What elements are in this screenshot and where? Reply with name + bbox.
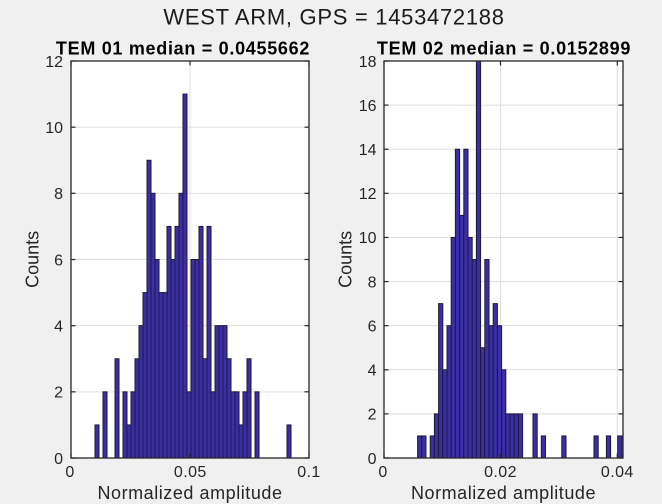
svg-text:Normalized amplitude: Normalized amplitude	[411, 483, 596, 503]
svg-text:0: 0	[368, 451, 377, 468]
svg-text:2: 2	[368, 407, 377, 424]
svg-text:0.05: 0.05	[174, 464, 207, 481]
svg-text:4: 4	[368, 363, 377, 380]
svg-text:14: 14	[359, 142, 377, 159]
svg-text:Counts: Counts	[23, 231, 43, 288]
svg-text:12: 12	[45, 54, 63, 71]
svg-text:TEM 01 median = 0.0455662: TEM 01 median = 0.0455662	[56, 39, 310, 59]
svg-text:0: 0	[378, 464, 387, 481]
svg-text:10: 10	[45, 120, 63, 137]
svg-text:8: 8	[368, 274, 377, 291]
svg-text:Normalized amplitude: Normalized amplitude	[97, 483, 282, 503]
svg-text:16: 16	[359, 98, 377, 115]
svg-text:0: 0	[54, 451, 63, 468]
svg-text:0.1: 0.1	[297, 464, 320, 481]
svg-text:0.02: 0.02	[484, 464, 517, 481]
svg-text:12: 12	[359, 186, 377, 203]
svg-text:0.04: 0.04	[601, 464, 634, 481]
svg-text:Counts: Counts	[336, 231, 356, 288]
svg-text:6: 6	[54, 252, 63, 269]
svg-text:6: 6	[368, 318, 377, 335]
svg-text:WEST ARM, GPS = 1453472188: WEST ARM, GPS = 1453472188	[163, 4, 504, 29]
svg-text:4: 4	[54, 318, 63, 335]
svg-text:2: 2	[54, 385, 63, 402]
svg-text:TEM 02 median = 0.0152899: TEM 02 median = 0.0152899	[377, 39, 631, 59]
svg-text:8: 8	[54, 186, 63, 203]
svg-text:10: 10	[359, 230, 377, 247]
svg-text:18: 18	[359, 54, 377, 71]
svg-text:0: 0	[65, 464, 74, 481]
